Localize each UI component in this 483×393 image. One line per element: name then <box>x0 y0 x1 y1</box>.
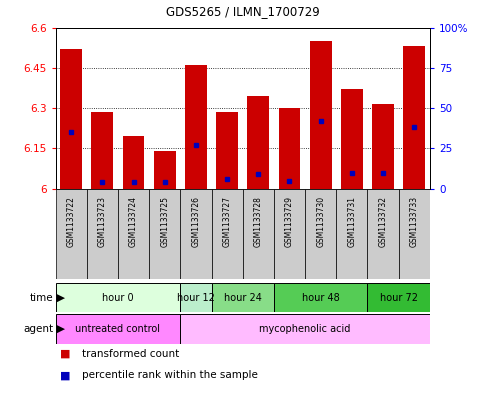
Text: transformed count: transformed count <box>82 349 179 359</box>
Bar <box>91 112 113 189</box>
Bar <box>242 189 274 279</box>
Text: GSM1133723: GSM1133723 <box>98 196 107 247</box>
Text: agent: agent <box>23 324 53 334</box>
Text: ▶: ▶ <box>53 293 65 303</box>
Text: percentile rank within the sample: percentile rank within the sample <box>82 370 258 380</box>
Bar <box>403 46 425 189</box>
Text: hour 0: hour 0 <box>102 293 134 303</box>
Text: ▶: ▶ <box>53 324 65 334</box>
Text: hour 72: hour 72 <box>380 293 418 303</box>
Text: hour 24: hour 24 <box>224 293 262 303</box>
Text: hour 48: hour 48 <box>302 293 340 303</box>
Bar <box>185 65 207 189</box>
Bar <box>180 314 430 344</box>
Bar <box>274 189 305 279</box>
Text: GSM1133725: GSM1133725 <box>160 196 169 247</box>
Bar <box>212 283 274 312</box>
Bar <box>247 96 269 189</box>
Bar <box>118 189 149 279</box>
Bar <box>56 314 180 344</box>
Bar <box>149 189 180 279</box>
Bar <box>336 189 368 279</box>
Text: mycophenolic acid: mycophenolic acid <box>259 324 351 334</box>
Bar <box>368 189 398 279</box>
Text: ■: ■ <box>60 370 71 380</box>
Bar <box>341 89 363 189</box>
Bar <box>274 283 368 312</box>
Bar <box>212 189 242 279</box>
Bar <box>310 41 332 189</box>
Text: GDS5265 / ILMN_1700729: GDS5265 / ILMN_1700729 <box>166 5 320 18</box>
Text: GSM1133726: GSM1133726 <box>191 196 200 247</box>
Bar <box>398 189 430 279</box>
Bar <box>305 189 336 279</box>
Text: GSM1133731: GSM1133731 <box>347 196 356 247</box>
Text: ■: ■ <box>60 349 71 359</box>
Bar <box>180 189 212 279</box>
Text: GSM1133724: GSM1133724 <box>129 196 138 247</box>
Bar <box>56 283 180 312</box>
Text: GSM1133728: GSM1133728 <box>254 196 263 247</box>
Bar <box>216 112 238 189</box>
Bar <box>56 189 87 279</box>
Bar <box>87 189 118 279</box>
Text: untreated control: untreated control <box>75 324 160 334</box>
Bar <box>368 283 430 312</box>
Text: hour 12: hour 12 <box>177 293 215 303</box>
Text: GSM1133727: GSM1133727 <box>223 196 232 247</box>
Text: time: time <box>29 293 53 303</box>
Text: GSM1133729: GSM1133729 <box>285 196 294 247</box>
Text: GSM1133722: GSM1133722 <box>67 196 76 247</box>
Text: GSM1133732: GSM1133732 <box>379 196 387 247</box>
Bar <box>60 49 82 189</box>
Bar <box>180 283 212 312</box>
Bar <box>123 136 144 189</box>
Bar <box>279 108 300 189</box>
Text: GSM1133730: GSM1133730 <box>316 196 325 247</box>
Bar <box>154 151 176 189</box>
Bar <box>372 104 394 189</box>
Text: GSM1133733: GSM1133733 <box>410 196 419 247</box>
